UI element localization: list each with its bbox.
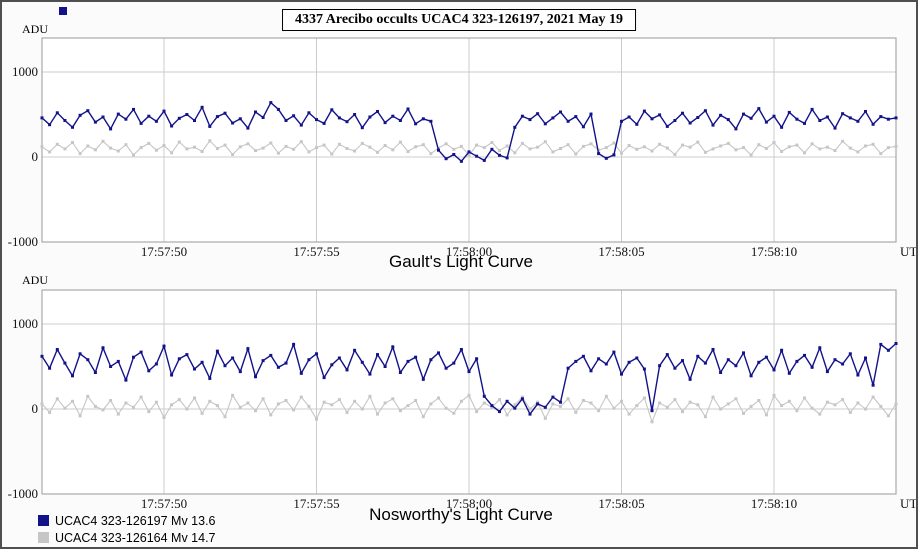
nosworthy-chart-title: Nosworthy's Light Curve <box>369 505 553 524</box>
x-tick-label: 17:58:10 <box>751 496 797 511</box>
plot-border <box>41 37 897 243</box>
plot-border <box>41 289 897 495</box>
y-axis-label-top: ADU <box>22 22 48 36</box>
x-tick-label: 17:58:00 <box>446 244 492 259</box>
y-tick-label: -1000 <box>8 486 38 501</box>
x-unit-label: UT <box>900 244 917 259</box>
x-tick-label: 17:58:05 <box>598 496 644 511</box>
x-tick-label: 17:57:55 <box>293 244 339 259</box>
comparison-star-swatch-icon <box>38 532 49 543</box>
legend-item-target: UCAC4 323-126197 Mv 13.6 <box>38 512 216 529</box>
y-axis-label-bottom: ADU <box>22 273 48 287</box>
y-tick-label: 0 <box>32 149 39 164</box>
y-tick-label: 1000 <box>12 64 38 79</box>
page-title: 4337 Arecibo occults UCAC4 323-126197, 2… <box>282 9 636 31</box>
nosworthy-light-curve-plot: 17:57:50 17:57:55 17:58:00 17:58:05 17:58:10… <box>8 289 917 511</box>
y-tick-label: -1000 <box>8 234 38 249</box>
target-star-swatch-icon <box>38 515 49 526</box>
y-tick-label: 1000 <box>12 316 38 331</box>
x-tick-label: 17:57:50 <box>141 244 187 259</box>
gault-light-curve-plot: 17:57:50 17:57:55 17:58:00 17:58:05 17:58:10… <box>8 37 917 259</box>
x-tick-label: 17:57:50 <box>141 496 187 511</box>
x-tick-label: 17:58:10 <box>751 244 797 259</box>
corner-marker-icon <box>59 7 67 15</box>
legend-item-comparison: UCAC4 323-126164 Mv 14.7 <box>38 529 216 546</box>
legend: UCAC4 323-126197 Mv 13.6 UCAC4 323-12616… <box>38 512 216 546</box>
y-tick-label: 0 <box>32 401 39 416</box>
comparison-star-label: UCAC4 323-126164 Mv 14.7 <box>55 530 216 545</box>
x-tick-label: 17:58:05 <box>598 244 644 259</box>
gault-chart-title: Gault's Light Curve <box>388 252 534 271</box>
target-star-label: UCAC4 323-126197 Mv 13.6 <box>55 513 216 528</box>
x-tick-label: 17:58:00 <box>446 496 492 511</box>
x-unit-label: UT <box>900 496 917 511</box>
x-tick-label: 17:57:55 <box>293 496 339 511</box>
